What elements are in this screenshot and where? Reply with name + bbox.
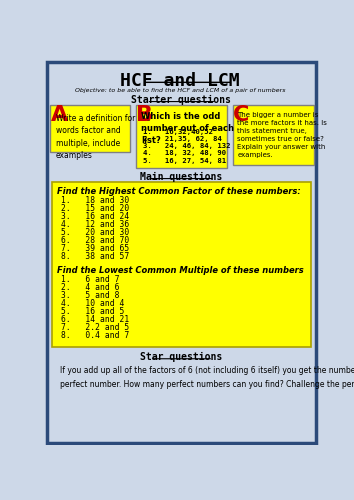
FancyBboxPatch shape [136,104,227,168]
Text: 6.   14 and 21: 6. 14 and 21 [61,316,130,324]
Text: Main questions: Main questions [140,172,223,182]
Text: 8.   0.4 and 7: 8. 0.4 and 7 [61,332,130,340]
Text: A: A [51,106,68,126]
Text: 4.   12 and 36: 4. 12 and 36 [61,220,130,229]
Text: 1.   18 and 30: 1. 18 and 30 [61,196,130,204]
Text: 3.   16 and 24: 3. 16 and 24 [61,212,130,220]
Text: 7.   39 and 65: 7. 39 and 65 [61,244,130,253]
Text: Star questions: Star questions [140,352,223,362]
Text: Find the Lowest Common Multiple of these numbers: Find the Lowest Common Multiple of these… [57,266,304,276]
Text: HCF and LCM: HCF and LCM [120,72,240,90]
Text: 3.   5 and 8: 3. 5 and 8 [61,291,120,300]
Text: 7.   2.2 and 5: 7. 2.2 and 5 [61,324,130,332]
Text: Which is the odd
number out of each
list?: Which is the odd number out of each list… [141,112,234,145]
FancyBboxPatch shape [52,182,311,347]
Text: Starter questions: Starter questions [131,95,232,105]
Text: 1.   16,32,40,52: 1. 16,32,40,52 [143,128,213,134]
Text: 2.   15 and 20: 2. 15 and 20 [61,204,130,212]
Text: 3.   24, 46, 84, 132: 3. 24, 46, 84, 132 [143,143,231,149]
Text: 5.   20 and 30: 5. 20 and 30 [61,228,130,237]
Text: 2.   21,35, 62, 84: 2. 21,35, 62, 84 [143,136,222,142]
Text: 6.   28 and 70: 6. 28 and 70 [61,236,130,245]
FancyBboxPatch shape [51,104,130,152]
Text: 5.   16 and 5: 5. 16 and 5 [61,307,125,316]
Text: If you add up all of the factors of 6 (not including 6 itself) you get the numbe: If you add up all of the factors of 6 (n… [60,366,354,388]
FancyBboxPatch shape [233,104,314,164]
FancyBboxPatch shape [47,62,316,442]
Text: 8.   38 and 57: 8. 38 and 57 [61,252,130,261]
Text: 4.   18, 32, 48, 90: 4. 18, 32, 48, 90 [143,150,227,156]
Text: 4.   10 and 4: 4. 10 and 4 [61,299,125,308]
Text: Objective: to be able to find the HCF and LCM of a pair of numbers: Objective: to be able to find the HCF an… [75,88,285,94]
Text: Write a definition for the
words factor and
multiple, include
examples: Write a definition for the words factor … [56,114,150,160]
Text: C: C [233,106,249,126]
Text: The bigger a number is
the more factors it has. Is
this statement true,
sometime: The bigger a number is the more factors … [237,112,327,158]
Text: Find the Highest Common Factor of these numbers:: Find the Highest Common Factor of these … [57,187,301,196]
Text: 2.   4 and 6: 2. 4 and 6 [61,283,120,292]
Text: B: B [136,106,153,126]
Text: 5.   16, 27, 54, 81: 5. 16, 27, 54, 81 [143,158,227,164]
Text: 1.   6 and 7: 1. 6 and 7 [61,275,120,284]
